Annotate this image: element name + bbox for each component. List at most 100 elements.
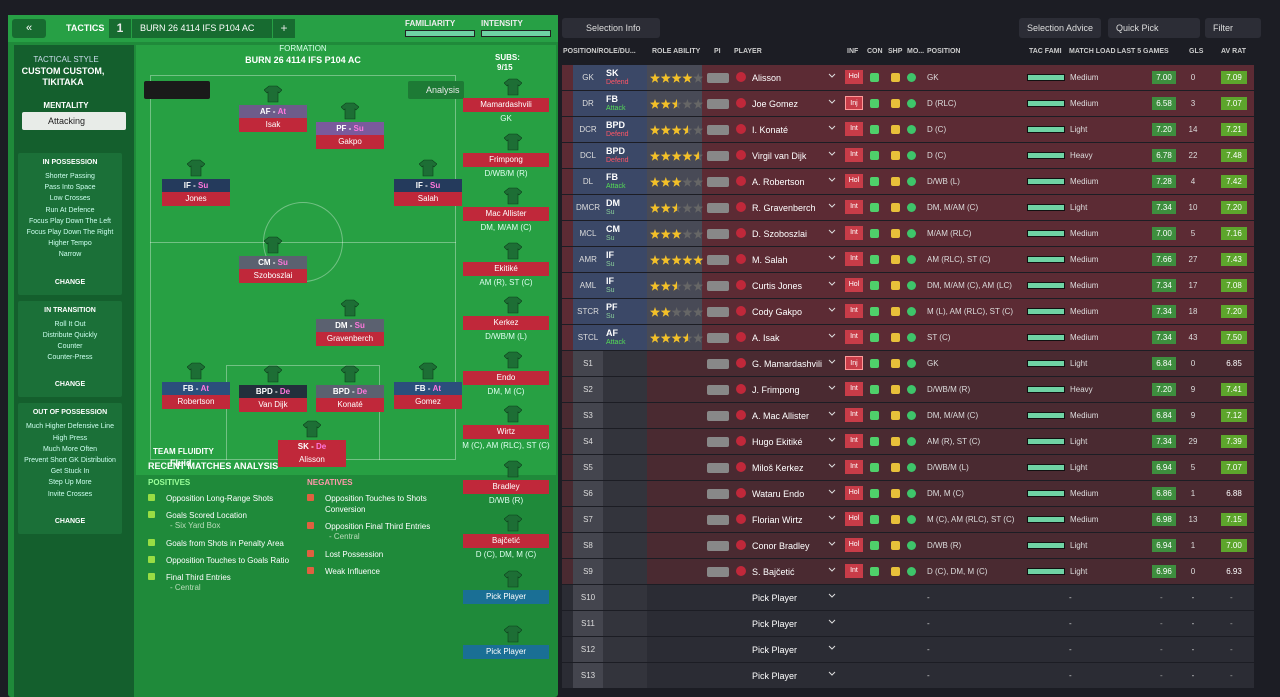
change-button[interactable]: CHANGE <box>54 381 86 389</box>
analysis-title[interactable]: RECENT MATCHES ANALYSIS <box>148 461 279 471</box>
quick-pick-button[interactable]: Quick Pick <box>1108 18 1200 38</box>
caret[interactable] <box>828 201 836 209</box>
player-name[interactable]: Virgil van Dijk <box>752 151 807 161</box>
player-name[interactable]: Pick Player <box>752 619 798 629</box>
caret[interactable] <box>828 513 836 521</box>
sub-name[interactable]: Wirtz <box>463 425 549 439</box>
sub-name[interactable]: Endo <box>463 370 549 385</box>
role-bar[interactable]: BPD - De <box>316 385 384 398</box>
selection-advice-button[interactable]: Selection Advice <box>1019 18 1102 38</box>
player-name[interactable]: Gomez <box>394 395 462 409</box>
player-name[interactable]: Van Dijk <box>239 398 307 412</box>
mentality-select[interactable] <box>22 112 126 130</box>
role-bar[interactable]: IF - Su <box>394 179 462 192</box>
player-name[interactable]: Pick Player <box>752 593 798 603</box>
sub-name[interactable]: Kerkez <box>463 316 549 330</box>
role-bar[interactable]: IF - Su <box>162 179 230 192</box>
sub-name[interactable]: Mac Allister <box>463 207 549 221</box>
sub-name[interactable]: Bajčetić <box>463 534 549 548</box>
player-name[interactable]: Gakpo <box>316 135 384 149</box>
player-name[interactable]: Hugo Ekitiké <box>752 437 803 447</box>
caret[interactable] <box>828 591 836 599</box>
caret[interactable] <box>828 149 836 157</box>
player-name[interactable]: Pick Player <box>752 645 798 655</box>
selection-info-button[interactable]: Selection Info <box>562 18 660 38</box>
role-bar[interactable]: DM - Su <box>316 319 384 332</box>
add-tactic[interactable]: + <box>273 19 295 38</box>
role-bar[interactable]: FB - At <box>162 382 230 395</box>
back-button[interactable]: « <box>12 19 46 38</box>
player-name[interactable]: Jones <box>162 192 230 206</box>
caret[interactable] <box>828 279 836 287</box>
player-name[interactable]: S. Bajčetić <box>752 567 795 577</box>
player-name[interactable]: Miloš Kerkez <box>752 463 804 473</box>
role-bar[interactable]: BPD - De <box>239 385 307 398</box>
player-name[interactable]: A. Robertson <box>752 177 805 187</box>
player-name[interactable]: Pick Player <box>752 671 798 681</box>
role-bar[interactable]: SK - De <box>278 440 346 453</box>
player-name[interactable]: A. Isak <box>752 333 780 343</box>
tactic-select[interactable] <box>132 19 272 38</box>
pick-player[interactable]: Pick Player <box>463 644 549 659</box>
player-name[interactable]: D. Szoboszlai <box>752 229 808 239</box>
role-bar[interactable]: CM - Su <box>239 256 307 269</box>
player-name[interactable]: Florian Wirtz <box>752 515 803 525</box>
caret[interactable] <box>828 461 836 469</box>
player-name[interactable]: Conor Bradley <box>752 541 810 551</box>
player-name[interactable]: Wataru Endo <box>752 489 805 499</box>
caret[interactable] <box>828 487 836 495</box>
player-name[interactable]: Alisson <box>278 453 346 467</box>
change-button[interactable]: CHANGE <box>54 278 86 286</box>
caret[interactable] <box>828 71 836 79</box>
player-name[interactable]: Konaté <box>316 398 384 412</box>
role-bar[interactable]: AF - At <box>239 105 307 118</box>
role-bar[interactable]: PF - Su <box>316 122 384 135</box>
player-name[interactable]: A. Mac Allister <box>752 411 810 421</box>
player-name[interactable]: Isak <box>239 118 307 132</box>
player-name[interactable]: Gravenberch <box>316 332 384 346</box>
analysis-button[interactable]: Analysis <box>408 81 464 99</box>
sub-name[interactable]: Bradley <box>463 479 549 494</box>
caret[interactable] <box>828 357 836 365</box>
player-name[interactable]: Szoboszlai <box>239 269 307 283</box>
pos-cell <box>573 143 603 168</box>
player-name[interactable]: J. Frimpong <box>752 385 800 395</box>
view-buttons[interactable] <box>144 81 210 99</box>
player-name[interactable]: Cody Gakpo <box>752 307 803 317</box>
filter-button[interactable]: Filter <box>1205 18 1261 38</box>
caret[interactable] <box>828 383 836 391</box>
caret[interactable] <box>828 97 836 105</box>
sub-name[interactable]: Mamardashvili <box>463 98 549 112</box>
caret[interactable] <box>828 643 836 651</box>
player-name[interactable]: Alisson <box>752 73 782 83</box>
player-name[interactable]: Curtis Jones <box>752 281 803 291</box>
player-name[interactable]: M. Salah <box>752 255 788 265</box>
caret[interactable] <box>828 565 836 573</box>
sub-name[interactable]: Ekitiké <box>463 261 549 276</box>
caret[interactable] <box>828 435 836 443</box>
caret[interactable] <box>828 409 836 417</box>
caret[interactable] <box>828 227 836 235</box>
role-bar[interactable]: FB - At <box>394 382 462 395</box>
sub-name[interactable]: Frimpong <box>463 152 549 167</box>
player-name[interactable]: G. Mamardashvili <box>752 359 823 369</box>
caret[interactable] <box>828 253 836 261</box>
player-name[interactable]: I. Konaté <box>752 125 789 135</box>
caret[interactable] <box>828 305 836 313</box>
pick-player[interactable]: Pick Player <box>463 590 549 604</box>
caret-path <box>828 151 836 156</box>
formation-name[interactable]: BURN 26 4114 IFS P104 AC <box>245 55 361 65</box>
caret[interactable] <box>828 331 836 339</box>
player-name[interactable]: Robertson <box>162 395 230 409</box>
caret[interactable] <box>828 539 836 547</box>
tactical-style[interactable]: CUSTOM CUSTOM, TIKITAKA <box>21 66 105 87</box>
caret[interactable] <box>828 669 836 677</box>
change-button[interactable]: CHANGE <box>54 517 86 525</box>
caret[interactable] <box>828 123 836 131</box>
caret[interactable] <box>828 617 836 625</box>
slot-number[interactable]: 1 <box>109 19 131 38</box>
player-name[interactable]: Joe Gomez <box>752 99 799 109</box>
caret[interactable] <box>828 175 836 183</box>
player-name[interactable]: R. Gravenberch <box>752 203 816 213</box>
player-name[interactable]: Salah <box>394 192 462 206</box>
